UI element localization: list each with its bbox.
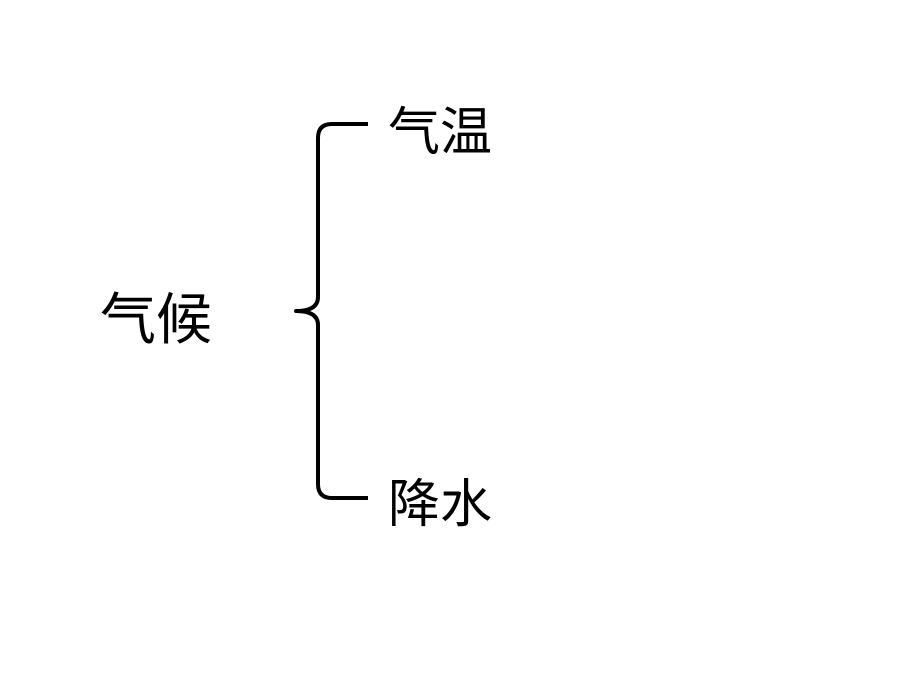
child-node-top-label: 气温 xyxy=(388,90,492,165)
brace-path xyxy=(296,124,368,498)
root-node-label: 气候 xyxy=(100,275,212,356)
brace-connector xyxy=(282,110,382,512)
child-node-bottom-label: 降水 xyxy=(388,462,492,537)
